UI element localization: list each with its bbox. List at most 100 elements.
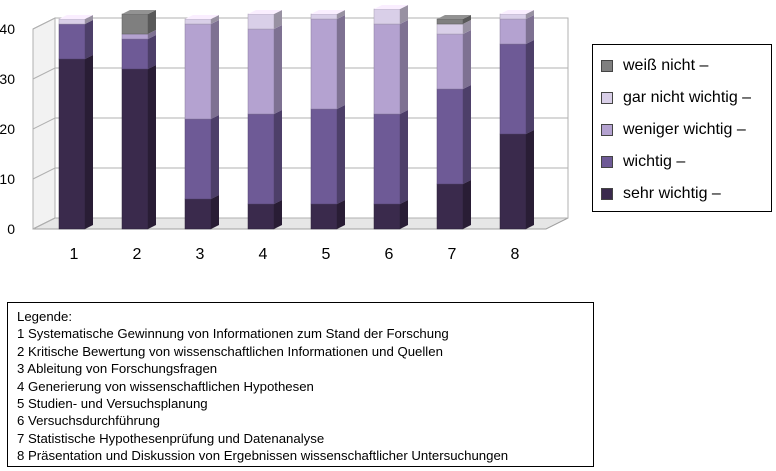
x-tick-label: 4 xyxy=(259,246,268,263)
bar-segment xyxy=(184,18,212,25)
bar-segment-side xyxy=(337,10,345,19)
bar-segment xyxy=(373,113,401,205)
bar-segment xyxy=(373,8,401,25)
bar-segment-top xyxy=(122,10,156,14)
bar-segment-side xyxy=(463,180,471,229)
legend-label: weniger wichtig – xyxy=(623,121,746,138)
legend-label: gar nicht wichtig – xyxy=(623,89,752,106)
caption-item-6: 6 Versuchsdurchführung xyxy=(17,413,160,429)
bar-segment-side xyxy=(211,20,219,119)
legend-item: wichtig – xyxy=(601,151,685,173)
bar-segment-side xyxy=(337,15,345,109)
bar-segment-top xyxy=(311,10,345,14)
x-tick-label: 8 xyxy=(511,246,520,263)
caption-item-2: 2 Kritische Bewertung von wissenschaftli… xyxy=(17,343,443,359)
y-tick-label: 30 xyxy=(0,71,15,87)
bar-segment xyxy=(499,13,527,20)
bar-segment xyxy=(58,18,86,25)
bar-segment-side xyxy=(400,200,408,229)
y-tick-label: 40 xyxy=(0,21,15,37)
bar-segment xyxy=(436,33,464,90)
bar-segment-side xyxy=(85,20,93,59)
caption-title: Legende: xyxy=(17,309,73,324)
bar-segment xyxy=(58,23,86,60)
legend-label: sehr wichtig – xyxy=(623,185,721,202)
x-tick-label: 1 xyxy=(70,246,79,263)
bar-segment xyxy=(436,183,464,230)
y-tick-label: 0 xyxy=(7,221,15,237)
x-tick-label: 5 xyxy=(322,246,331,263)
caption-item-4: 4 Generierung von wissenschaftlichen Hyp… xyxy=(17,378,314,394)
bar-segment xyxy=(373,23,401,115)
bar-segment-side xyxy=(274,10,282,29)
bar-segment xyxy=(247,13,275,30)
legend-swatch xyxy=(601,92,613,104)
stacked-bar-chart: 0 10 20 30 40 1 2 3 4 5 6 7 8 xyxy=(0,5,569,263)
bar-segment xyxy=(373,203,401,230)
bar-segment xyxy=(121,33,149,40)
caption-item-1: 1 Systematische Gewinnung von Informatio… xyxy=(17,326,449,342)
bar-segment xyxy=(247,113,275,205)
bar-segment xyxy=(247,203,275,230)
bar-segment-side xyxy=(463,15,471,24)
bar-segment xyxy=(499,43,527,135)
bar-segment xyxy=(184,23,212,120)
bar-segment-side xyxy=(526,130,534,229)
legend-item: gar nicht wichtig – xyxy=(601,87,751,109)
bar-segment xyxy=(121,68,149,230)
bar-segment xyxy=(121,38,149,70)
bar-segment-side xyxy=(526,10,534,19)
bar-segment xyxy=(499,18,527,45)
bar-segment xyxy=(121,13,149,35)
bar-segment-side xyxy=(463,85,471,184)
x-tick-label: 2 xyxy=(133,246,142,263)
legend-swatch xyxy=(601,156,613,168)
x-tick-label: 7 xyxy=(448,246,457,263)
bar-segment-side xyxy=(463,20,471,34)
legend-item: weiß nicht – xyxy=(601,55,708,77)
bar-segment-side xyxy=(148,65,156,229)
legend-label: weiß nicht – xyxy=(623,57,709,74)
bar-segment xyxy=(499,133,527,230)
legend-swatch xyxy=(601,188,613,200)
bar-segment-side xyxy=(400,20,408,114)
bar-segment-top xyxy=(59,15,93,19)
bar-segment-side xyxy=(148,35,156,69)
bar-segment-top xyxy=(500,10,534,14)
bar-segment xyxy=(184,198,212,230)
bar-segment-side xyxy=(463,30,471,89)
bar-segment-side xyxy=(211,15,219,24)
chart-legend: weiß nicht – gar nicht wichtig – weniger w… xyxy=(592,44,772,212)
x-tick-label: 6 xyxy=(385,246,394,263)
bar-segment-side xyxy=(211,195,219,229)
bar-segment-side xyxy=(274,25,282,114)
bar-segment-side xyxy=(526,15,534,44)
bar-segment-top xyxy=(185,15,219,19)
bar-segment xyxy=(436,18,464,25)
legend-swatch xyxy=(601,124,613,136)
bar-segment-side xyxy=(85,55,93,229)
bar-segment-side xyxy=(148,30,156,39)
bar-segment-top xyxy=(374,5,408,9)
caption-item-7: 7 Statistische Hypothesenprüfung und Dat… xyxy=(17,430,325,446)
bar-segment xyxy=(310,18,338,110)
bar-segment-side xyxy=(211,115,219,199)
caption-item-3: 3 Ableitung von Forschungsfragen xyxy=(17,361,218,377)
bar-segment-side xyxy=(85,15,93,24)
bar-segment-side xyxy=(274,200,282,229)
bar-segment-side xyxy=(400,5,408,24)
y-tick-label: 20 xyxy=(0,121,15,137)
y-tick-label: 10 xyxy=(0,171,15,187)
bar-segment xyxy=(247,28,275,115)
bar-segment-top xyxy=(248,10,282,14)
bar-segment xyxy=(436,23,464,35)
legend-item: sehr wichtig – xyxy=(601,183,721,205)
bar-segment xyxy=(436,88,464,185)
bar-segment xyxy=(310,13,338,20)
bar-segment xyxy=(184,118,212,200)
bar-segment-side xyxy=(400,110,408,204)
bar-segment-side xyxy=(148,10,156,34)
legend-swatch xyxy=(601,60,613,72)
caption-box: Legende: 1 Systematische Gewinnung von I… xyxy=(7,302,594,467)
caption-item-8: 8 Präsentation und Diskussion von Ergebn… xyxy=(17,448,509,464)
